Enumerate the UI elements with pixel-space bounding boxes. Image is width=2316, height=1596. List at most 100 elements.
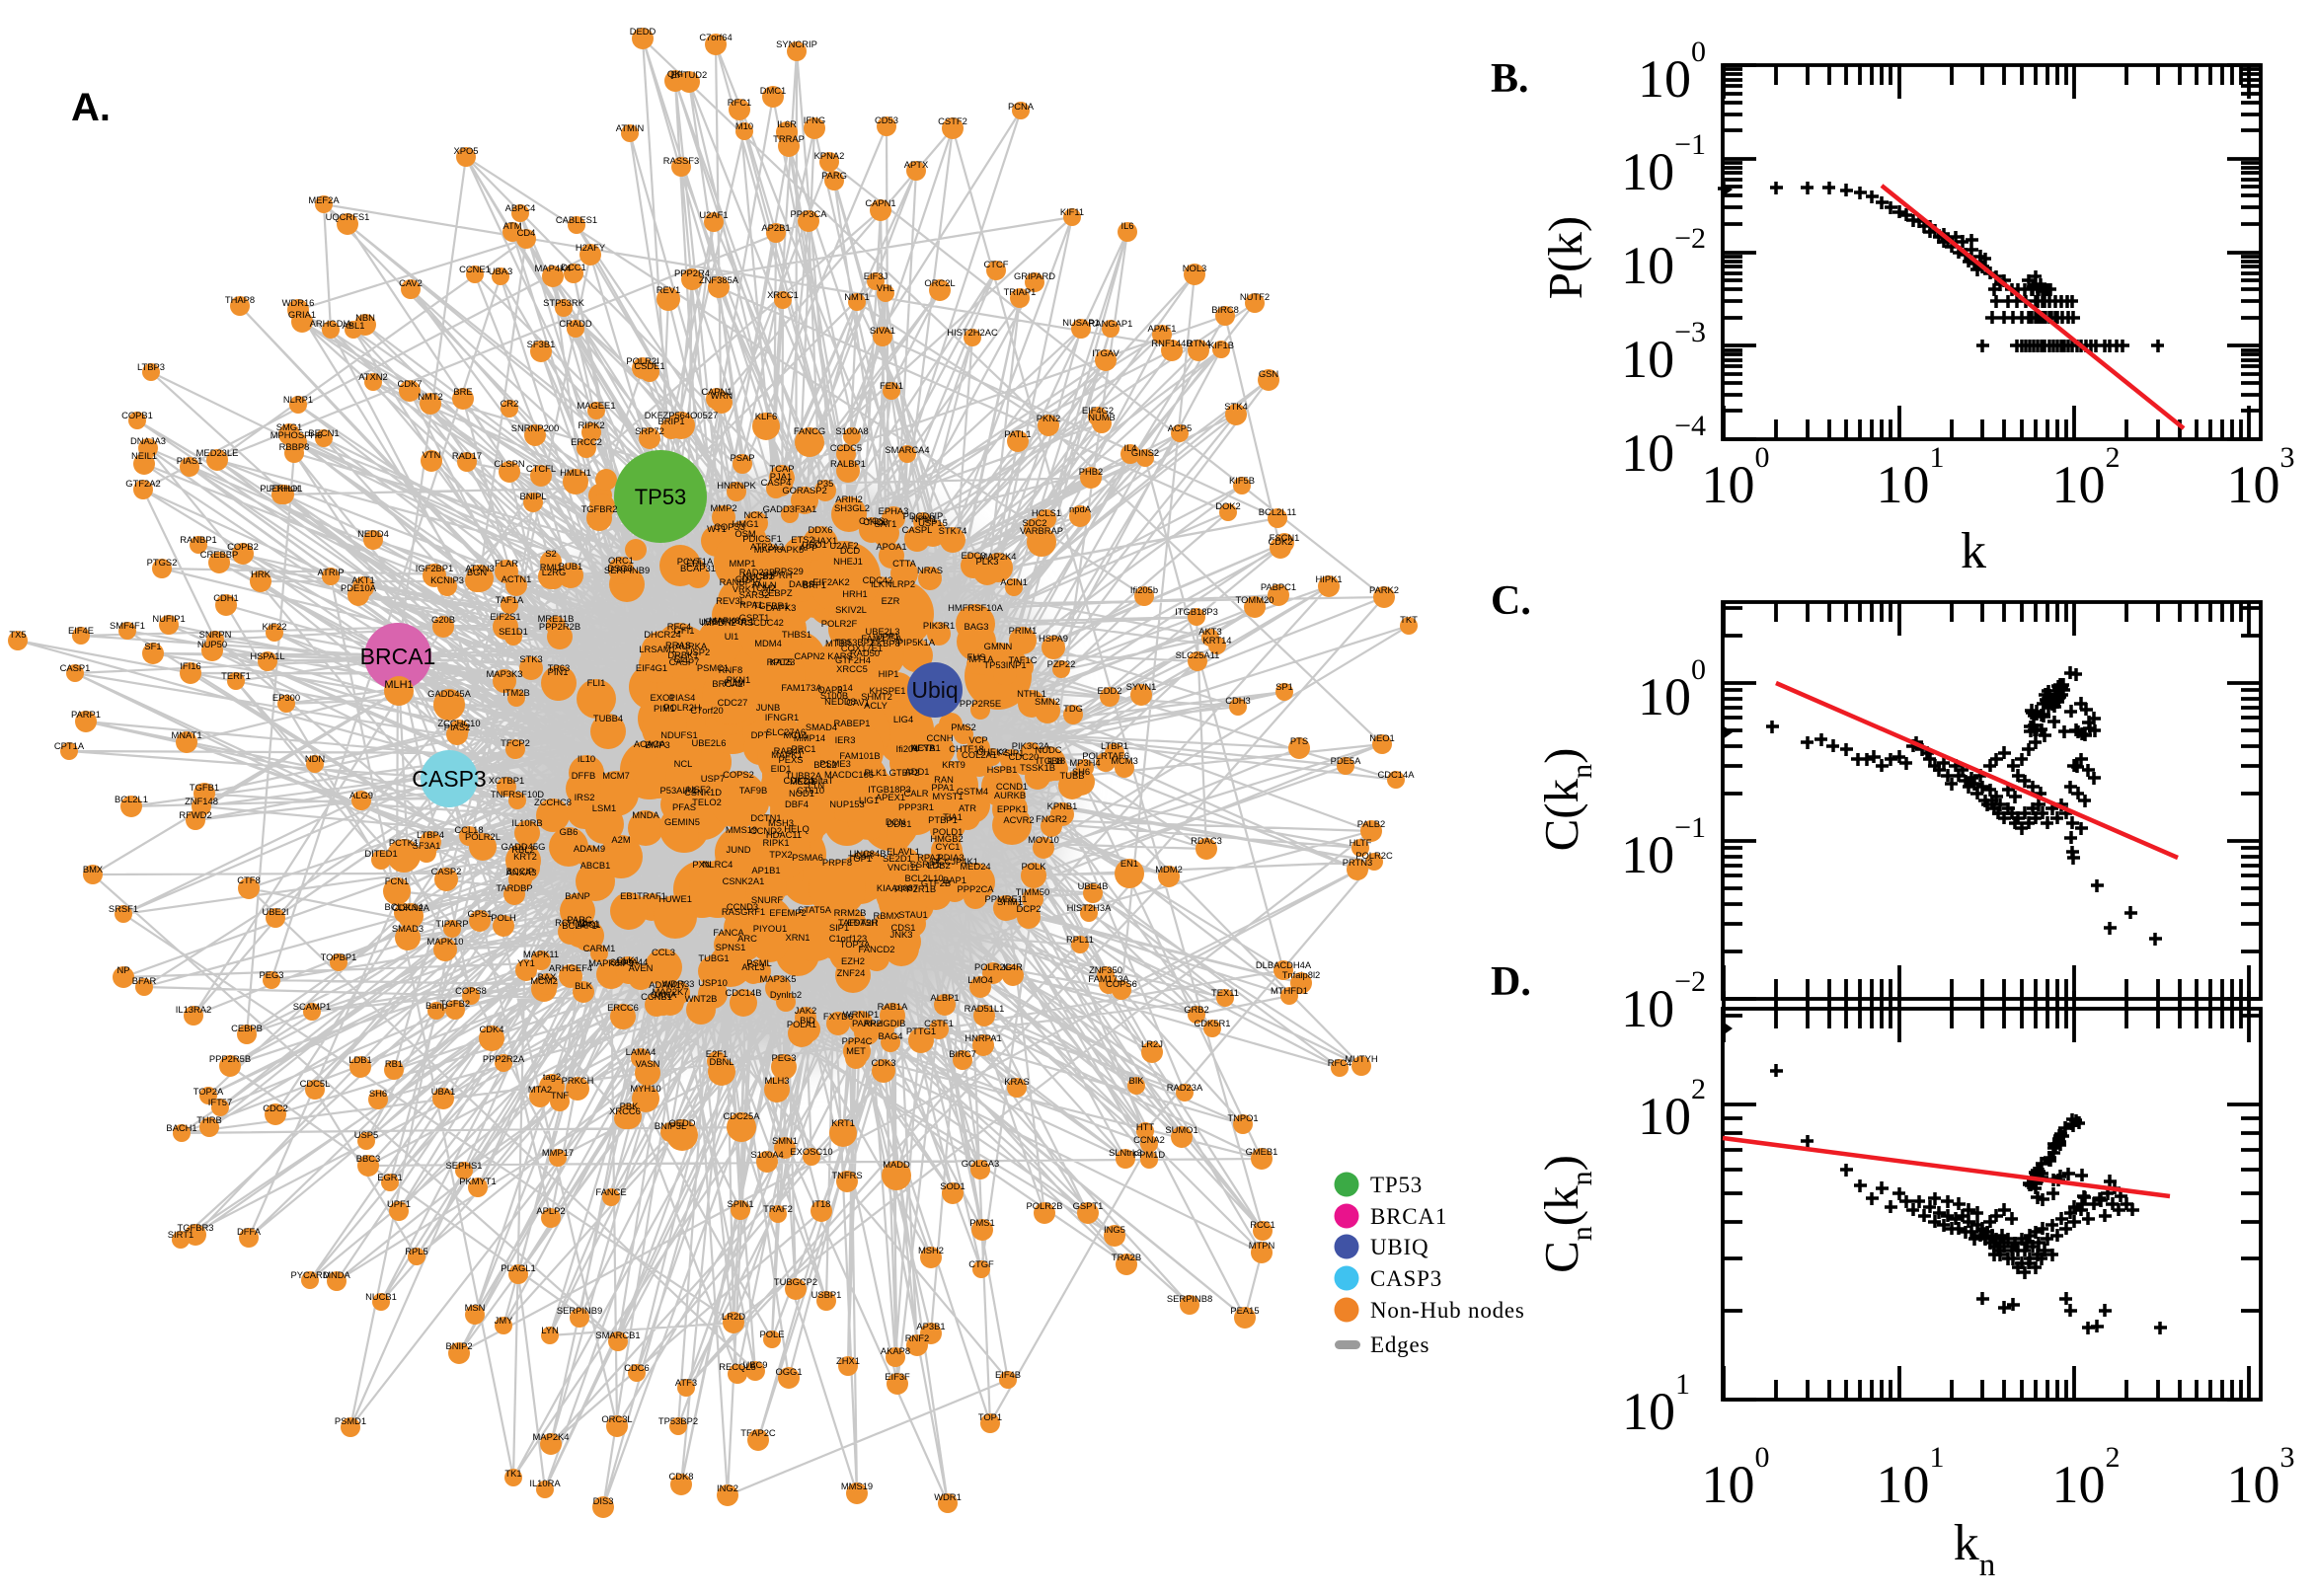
svg-text:k: k bbox=[1961, 523, 1986, 579]
svg-text:MED23LE: MED23LE bbox=[196, 447, 239, 458]
svg-text:POLR2B: POLR2B bbox=[1027, 1200, 1063, 1211]
svg-text:GOLGA3: GOLGA3 bbox=[962, 1158, 1000, 1169]
svg-text:LMO4: LMO4 bbox=[967, 974, 993, 985]
svg-text:ORC2L: ORC2L bbox=[924, 277, 955, 288]
svg-text:C1orf123: C1orf123 bbox=[829, 933, 868, 944]
svg-text:RBL2: RBL2 bbox=[511, 844, 534, 855]
svg-text:THAP8: THAP8 bbox=[225, 294, 255, 305]
svg-text:MEF2A: MEF2A bbox=[308, 194, 340, 205]
svg-text:NBN: NBN bbox=[355, 312, 375, 323]
svg-text:U2AF2: U2AF2 bbox=[829, 540, 858, 551]
svg-text:ACACA: ACACA bbox=[634, 738, 666, 749]
svg-text:MAP2K4: MAP2K4 bbox=[980, 551, 1017, 562]
svg-text:CSNK2A1: CSNK2A1 bbox=[723, 875, 765, 886]
svg-text:A2M: A2M bbox=[611, 834, 630, 845]
svg-text:RFC4: RFC4 bbox=[667, 621, 691, 632]
svg-text:IL13RA2: IL13RA2 bbox=[176, 1004, 211, 1015]
svg-text:DKFZP564O0527: DKFZP564O0527 bbox=[645, 410, 719, 420]
svg-text:CLSPN: CLSPN bbox=[494, 458, 524, 469]
svg-text:POLA1: POLA1 bbox=[787, 1019, 816, 1029]
svg-text:P(k): P(k) bbox=[1538, 216, 1592, 299]
svg-text:COL2A1: COL2A1 bbox=[962, 749, 997, 760]
svg-text:C7orf20: C7orf20 bbox=[690, 705, 723, 716]
svg-text:NEIL1: NEIL1 bbox=[131, 450, 157, 461]
svg-text:MAGEE1: MAGEE1 bbox=[577, 400, 615, 411]
svg-text:MLH3: MLH3 bbox=[764, 1075, 789, 1086]
svg-text:PZP22: PZP22 bbox=[1047, 658, 1076, 669]
svg-text:TEX11: TEX11 bbox=[1211, 987, 1239, 998]
svg-text:LYN: LYN bbox=[541, 1325, 559, 1335]
svg-text:HRK: HRK bbox=[251, 569, 271, 579]
svg-text:ZNF24: ZNF24 bbox=[837, 967, 866, 978]
svg-text:PYCARD: PYCARD bbox=[290, 1269, 329, 1280]
svg-text:CASP1: CASP1 bbox=[60, 662, 91, 673]
svg-text:FANCE: FANCE bbox=[595, 1186, 626, 1197]
svg-text:POLK: POLK bbox=[1021, 861, 1046, 872]
svg-text:MT1A: MT1A bbox=[968, 653, 994, 664]
svg-text:npdA: npdA bbox=[1069, 503, 1092, 514]
svg-text:HMG1: HMG1 bbox=[732, 518, 758, 529]
svg-text:LDB2: LDB2 bbox=[927, 860, 950, 871]
svg-text:ANXA3: ANXA3 bbox=[506, 867, 537, 877]
svg-text:CCL18: CCL18 bbox=[454, 824, 483, 835]
svg-text:TRAF1: TRAF1 bbox=[637, 890, 666, 901]
svg-text:ABPC4: ABPC4 bbox=[505, 202, 536, 213]
svg-text:S100A44: S100A44 bbox=[610, 956, 649, 967]
svg-text:EIF4B: EIF4B bbox=[995, 1369, 1021, 1380]
svg-text:TP63: TP63 bbox=[548, 662, 570, 673]
svg-text:MTHFD1: MTHFD1 bbox=[1271, 985, 1308, 996]
svg-text:POLR2C: POLR2C bbox=[1355, 850, 1393, 861]
svg-text:SOD1: SOD1 bbox=[940, 1180, 965, 1191]
svg-text:ALBP1: ALBP1 bbox=[930, 992, 959, 1003]
svg-text:RRM2B: RRM2B bbox=[834, 907, 867, 918]
svg-text:CHTF18: CHTF18 bbox=[949, 743, 983, 754]
svg-text:MCM7: MCM7 bbox=[602, 770, 630, 781]
svg-text:TOP1: TOP1 bbox=[848, 853, 872, 864]
svg-text:UBC9: UBC9 bbox=[742, 1359, 767, 1370]
svg-text:BGN: BGN bbox=[467, 567, 487, 577]
svg-text:CDC14B: CDC14B bbox=[726, 987, 762, 998]
svg-text:EPHA3: EPHA3 bbox=[879, 505, 909, 516]
svg-text:NP: NP bbox=[116, 964, 129, 975]
svg-text:HSPB1: HSPB1 bbox=[987, 764, 1018, 775]
svg-text:PFAS: PFAS bbox=[672, 801, 696, 812]
svg-text:ETS2: ETS2 bbox=[791, 534, 813, 545]
svg-text:HTT: HTT bbox=[1136, 1121, 1154, 1132]
svg-text:PCYT1A: PCYT1A bbox=[677, 556, 714, 567]
svg-text:IL10RA: IL10RA bbox=[529, 1478, 561, 1488]
svg-text:KARS: KARS bbox=[827, 650, 853, 661]
svg-text:C.: C. bbox=[1491, 578, 1531, 624]
svg-text:EPPK1: EPPK1 bbox=[997, 803, 1027, 814]
svg-text:IL10: IL10 bbox=[578, 753, 595, 764]
svg-text:XRCC5: XRCC5 bbox=[836, 663, 868, 674]
svg-text:ARHGDIA: ARHGDIA bbox=[310, 318, 352, 329]
svg-text:BBC3: BBC3 bbox=[356, 1153, 381, 1164]
svg-text:TGFBR1: TGFBR1 bbox=[753, 600, 790, 611]
svg-text:TRIAP1: TRIAP1 bbox=[1004, 286, 1037, 297]
svg-text:KRT14: KRT14 bbox=[1202, 635, 1231, 646]
svg-text:ACVR2: ACVR2 bbox=[1003, 814, 1034, 825]
svg-text:BCL2: BCL2 bbox=[813, 759, 836, 770]
svg-text:WNT2B: WNT2B bbox=[685, 993, 718, 1004]
svg-text:BCAP31: BCAP31 bbox=[680, 563, 716, 573]
svg-text:TOP1: TOP1 bbox=[978, 1411, 1002, 1422]
svg-text:CDK8: CDK8 bbox=[668, 1471, 693, 1482]
svg-text:ITGB18P3: ITGB18P3 bbox=[868, 784, 911, 795]
svg-text:NEO1: NEO1 bbox=[1369, 732, 1395, 743]
svg-text:ANLN: ANLN bbox=[751, 579, 776, 590]
svg-text:RIPK1: RIPK1 bbox=[762, 837, 789, 848]
svg-text:RBMX: RBMX bbox=[873, 910, 900, 921]
svg-text:S100B: S100B bbox=[820, 690, 848, 701]
svg-text:TNF: TNF bbox=[551, 1090, 569, 1101]
svg-text:MNAT1: MNAT1 bbox=[171, 729, 201, 740]
svg-text:PARP1: PARP1 bbox=[71, 709, 101, 720]
svg-text:PDICSF1: PDICSF1 bbox=[742, 533, 782, 544]
svg-text:SMG1: SMG1 bbox=[276, 421, 303, 432]
svg-text:PSME3: PSME3 bbox=[819, 758, 851, 769]
svg-text:PDE5A: PDE5A bbox=[1331, 755, 1361, 766]
svg-text:BID: BID bbox=[800, 1015, 815, 1026]
svg-text:GTBP2: GTBP2 bbox=[889, 767, 920, 778]
svg-text:RANBP17: RANBP17 bbox=[720, 576, 762, 587]
svg-text:NUCB2: NUCB2 bbox=[742, 570, 774, 581]
svg-text:RPA1: RPA1 bbox=[739, 599, 763, 610]
